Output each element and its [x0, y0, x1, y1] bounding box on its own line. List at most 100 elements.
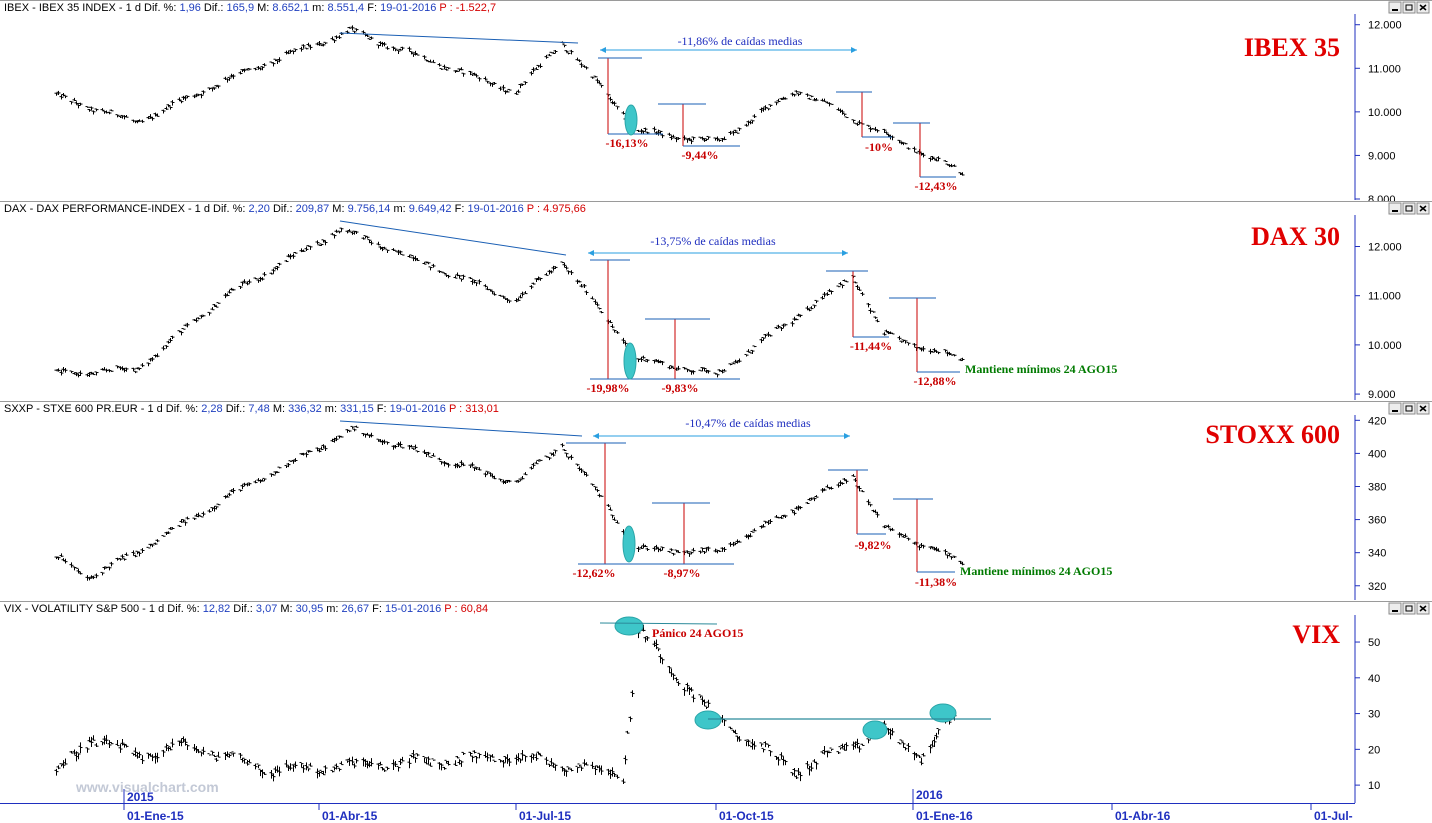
header-value: 19-01-2016 — [377, 2, 436, 14]
header-label: Dif.: — [201, 2, 224, 14]
panel-header-bar — [0, 601, 1432, 615]
price-bars — [54, 227, 965, 378]
restore-icon[interactable] — [1402, 202, 1416, 215]
panel-header-text: DAX - DAX PERFORMANCE-INDEX - 1 d Dif. %… — [4, 203, 586, 215]
y-tick-label: 12.000 — [1368, 20, 1402, 32]
close-icon-glyph — [1419, 205, 1427, 212]
year-label: 2016 — [916, 788, 943, 802]
minimize-icon[interactable] — [1388, 202, 1402, 215]
drop-percent-label: -10% — [865, 140, 893, 154]
header-value: 19-01-2016 — [464, 203, 523, 215]
minimize-icon-frame[interactable] — [1388, 202, 1402, 215]
restore-icon-glyph — [1405, 4, 1413, 11]
panic-level-line — [599, 622, 718, 625]
y-tick-label: 12.000 — [1368, 242, 1402, 254]
arrow-left-icon — [593, 433, 599, 439]
close-icon[interactable] — [1416, 402, 1430, 415]
y-tick-label: 30 — [1368, 709, 1380, 721]
header-label: M: — [329, 203, 344, 215]
panel-dax: DAX - DAX PERFORMANCE-INDEX - 1 d Dif. %… — [0, 201, 1432, 401]
y-tick-label: 380 — [1368, 481, 1386, 493]
close-icon[interactable] — [1416, 602, 1430, 615]
average-drop-banner: -10,47% de caídas medias — [685, 416, 811, 430]
drop-percent-label: -9,82% — [855, 538, 892, 552]
y-tick-label: 50 — [1368, 637, 1380, 649]
resistance-trendline — [339, 420, 583, 437]
average-drop-banner: -11,86% de caídas medias — [678, 34, 803, 48]
drop-percent-label: -9,83% — [662, 381, 699, 395]
header-label: M: — [270, 403, 285, 415]
header-value: 165,9 — [223, 2, 254, 14]
chart-panels: IBEX - IBEX 35 INDEX - 1 d Dif. %: 1,96 … — [0, 0, 1432, 803]
x-tick-label: 01-Ene-15 — [127, 809, 184, 823]
panel-header-bar — [0, 401, 1432, 415]
close-icon-glyph — [1419, 605, 1427, 612]
panel-stoxx: SXXP - STXE 600 PR.EUR - 1 d Dif. %: 2,2… — [0, 401, 1432, 600]
arrow-right-icon — [851, 47, 857, 53]
header-label: VIX - VOLATILITY S&P 500 - 1 d Dif. %: — [4, 603, 200, 615]
price-bars — [54, 25, 965, 176]
restore-icon-glyph — [1405, 605, 1413, 612]
y-tick-label: 10 — [1368, 780, 1380, 792]
y-tick-label: 11.000 — [1368, 63, 1401, 75]
header-profit: P : — [436, 2, 452, 14]
header-profit: 313,01 — [462, 403, 499, 415]
header-profit: -1.522,7 — [453, 2, 496, 14]
restore-icon-frame[interactable] — [1402, 602, 1416, 615]
minimize-icon-frame[interactable] — [1388, 1, 1402, 14]
restore-icon[interactable] — [1402, 402, 1416, 415]
panel-note: Pánico 24 AGO15 — [652, 626, 743, 640]
panel-header-text: SXXP - STXE 600 PR.EUR - 1 d Dif. %: 2,2… — [4, 403, 499, 415]
panel-header-text: VIX - VOLATILITY S&P 500 - 1 d Dif. %: 1… — [4, 603, 488, 615]
highlight-ellipse — [694, 710, 722, 730]
minimize-icon[interactable] — [1388, 1, 1402, 14]
drop-percent-label: -12,43% — [915, 179, 958, 193]
panel-header-text: IBEX - IBEX 35 INDEX - 1 d Dif. %: 1,96 … — [4, 2, 496, 14]
restore-icon[interactable] — [1402, 602, 1416, 615]
minimize-icon[interactable] — [1388, 602, 1402, 615]
y-tick-label: 40 — [1368, 673, 1380, 685]
header-value: 2,20 — [245, 203, 269, 215]
highlight-ellipse — [862, 720, 888, 740]
index-title: DAX 30 — [1251, 222, 1340, 251]
drop-percent-label: -12,88% — [914, 374, 957, 388]
restore-icon[interactable] — [1402, 1, 1416, 14]
watermark: www.visualchart.com — [75, 779, 219, 795]
header-value: 26,67 — [338, 603, 369, 615]
minimize-icon[interactable] — [1388, 402, 1402, 415]
close-icon[interactable] — [1416, 202, 1430, 215]
restore-icon-frame[interactable] — [1402, 1, 1416, 14]
drop-percent-label: -11,38% — [915, 575, 957, 589]
drop-percent-label: -12,62% — [573, 566, 616, 580]
restore-icon-frame[interactable] — [1402, 202, 1416, 215]
header-label: Dif.: — [270, 203, 293, 215]
header-value: 2,28 — [198, 403, 222, 415]
price-bars — [54, 425, 965, 581]
restore-icon-glyph — [1405, 205, 1413, 212]
y-tick-label: 340 — [1368, 548, 1386, 560]
index-title: STOXX 600 — [1205, 420, 1340, 449]
header-label: SXXP - STXE 600 PR.EUR - 1 d Dif. %: — [4, 403, 198, 415]
header-label: m: — [390, 203, 405, 215]
y-tick-label: 10.000 — [1368, 107, 1402, 119]
header-value: 15-01-2016 — [382, 603, 441, 615]
header-value: 7,48 — [245, 403, 269, 415]
time-axis: 01-Ene-15 01-Abr-15 01-Jul-15 01-Oct-15 01-E… — [0, 788, 1355, 823]
minimize-icon-frame[interactable] — [1388, 602, 1402, 615]
restore-icon-frame[interactable] — [1402, 402, 1416, 415]
x-tick-label: 01-Ene-16 — [916, 809, 973, 823]
header-label: M: — [254, 2, 269, 14]
header-profit: P : — [441, 603, 457, 615]
drop-percent-label: -11,44% — [850, 339, 892, 353]
drop-percent-label: -9,44% — [682, 148, 719, 162]
header-profit: P : — [446, 403, 462, 415]
y-tick-label: 10.000 — [1368, 340, 1402, 352]
resistance-trendline — [339, 32, 579, 44]
panel-header-bar — [0, 0, 1432, 14]
minimize-icon-frame[interactable] — [1388, 402, 1402, 415]
header-profit: 60,84 — [458, 603, 489, 615]
arrow-right-icon — [844, 433, 850, 439]
header-label: m: — [322, 403, 337, 415]
close-icon[interactable] — [1416, 1, 1430, 14]
header-value: 30,95 — [293, 603, 324, 615]
